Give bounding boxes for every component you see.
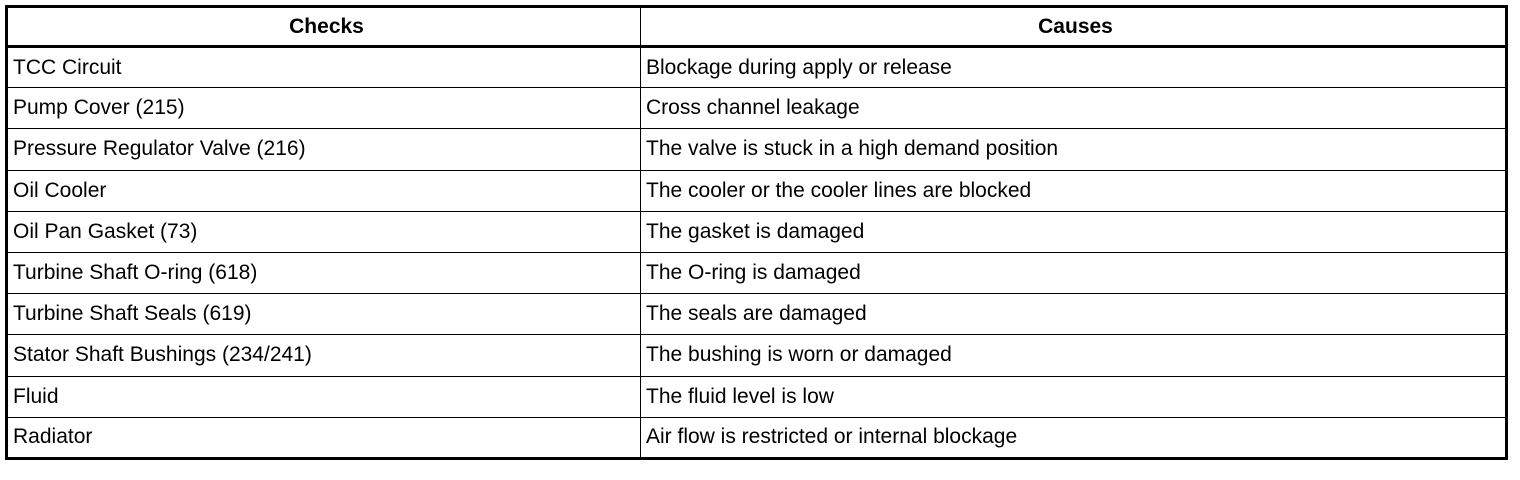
- cause-cell: The fluid level is low: [640, 375, 1507, 418]
- cause-cell: The cooler or the cooler lines are block…: [640, 169, 1507, 212]
- check-cell: Turbine Shaft O-ring (618): [6, 251, 641, 295]
- check-cell: TCC Circuit: [6, 45, 641, 89]
- table-row: Radiator Air flow is restricted or intern…: [6, 416, 1507, 459]
- header-causes: Causes: [640, 6, 1507, 48]
- table-row: Stator Shaft Bushings (234/241) The bushi…: [6, 334, 1507, 377]
- table-row: Pump Cover (215) Cross channel leakage: [6, 87, 1507, 130]
- table-row: Fluid The fluid level is low: [6, 375, 1507, 418]
- table-row: TCC Circuit Blockage during apply or rele…: [6, 45, 1507, 89]
- table-row: Turbine Shaft Seals (619) The seals are d…: [6, 293, 1507, 336]
- checks-causes-table: Checks Causes TCC Circuit Blockage during…: [5, 5, 1508, 460]
- table-row: Oil Pan Gasket (73) The gasket is damaged: [6, 210, 1507, 253]
- check-cell: Radiator: [6, 416, 641, 459]
- table-row: Turbine Shaft O-ring (618) The O-ring is …: [6, 251, 1507, 295]
- cause-cell: The seals are damaged: [640, 293, 1507, 336]
- check-cell: Stator Shaft Bushings (234/241): [6, 334, 641, 377]
- check-cell: Oil Pan Gasket (73): [6, 210, 641, 253]
- cause-cell: Air flow is restricted or internal block…: [640, 416, 1507, 459]
- cause-cell: The gasket is damaged: [640, 210, 1507, 253]
- check-cell: Pressure Regulator Valve (216): [6, 128, 641, 171]
- table-row: Pressure Regulator Valve (216) The valve …: [6, 128, 1507, 171]
- check-cell: Turbine Shaft Seals (619): [6, 293, 641, 336]
- table-row: Oil Cooler The cooler or the cooler lines…: [6, 169, 1507, 212]
- check-cell: Fluid: [6, 375, 641, 418]
- check-cell: Pump Cover (215): [6, 87, 641, 130]
- check-cell: Oil Cooler: [6, 169, 641, 212]
- cause-cell: Blockage during apply or release: [640, 45, 1507, 89]
- header-row: Checks Causes: [6, 6, 1507, 48]
- cause-cell: Cross channel leakage: [640, 87, 1507, 130]
- cause-cell: The O-ring is damaged: [640, 251, 1507, 295]
- cause-cell: The bushing is worn or damaged: [640, 334, 1507, 377]
- cause-cell: The valve is stuck in a high demand posi…: [640, 128, 1507, 171]
- header-checks: Checks: [6, 6, 641, 48]
